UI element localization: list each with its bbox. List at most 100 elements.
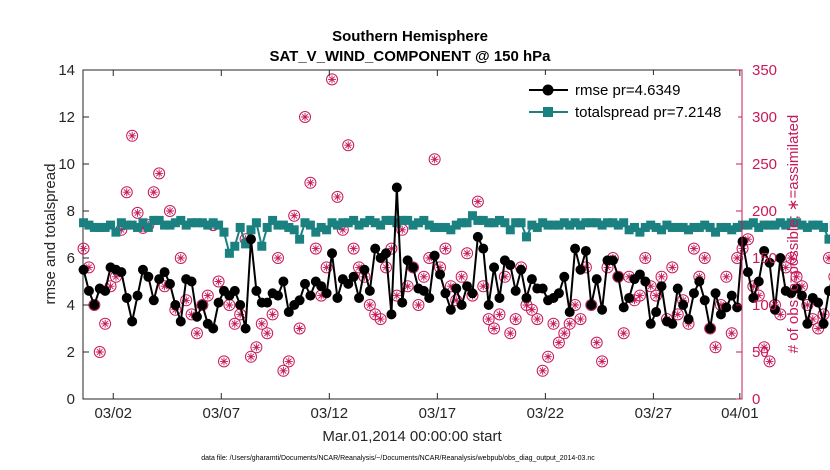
totalspread-point bbox=[370, 218, 380, 228]
obs-possible-marker bbox=[471, 195, 484, 208]
obs-count-point bbox=[217, 355, 230, 368]
obs-count-point bbox=[266, 308, 279, 321]
rmse-point bbox=[262, 297, 273, 308]
obs-possible-marker bbox=[709, 341, 722, 354]
rmse-point bbox=[154, 274, 165, 285]
obs-count-point bbox=[93, 346, 106, 358]
obs-possible-marker bbox=[282, 355, 295, 368]
totalspread-point bbox=[775, 218, 785, 228]
totalspread-point bbox=[462, 218, 472, 228]
obs-count-point bbox=[374, 313, 387, 326]
rmse-point bbox=[191, 311, 202, 322]
legend-spread-label: totalspread pr=7.2148 bbox=[575, 104, 721, 121]
totalspread-point bbox=[824, 234, 830, 244]
rmse-point bbox=[429, 250, 440, 261]
obs-count-point bbox=[293, 322, 306, 335]
obs-possible-marker bbox=[725, 327, 738, 340]
totalspread-point bbox=[651, 222, 661, 232]
totalspread-point bbox=[149, 215, 159, 225]
obs-assimilated-marker bbox=[84, 263, 93, 272]
totalspread-point bbox=[430, 222, 440, 232]
totalspread-point bbox=[673, 222, 683, 232]
obs-assimilated-marker bbox=[657, 272, 666, 281]
obs-assimilated-marker bbox=[382, 263, 391, 272]
obs-possible-marker bbox=[731, 252, 744, 264]
totalspread-point bbox=[770, 220, 780, 230]
obs-possible-marker bbox=[288, 209, 301, 222]
obs-assimilated-marker bbox=[792, 272, 801, 281]
obs-assimilated-marker bbox=[268, 310, 277, 319]
totalspread-point bbox=[635, 227, 645, 237]
obs-assimilated-marker bbox=[182, 296, 191, 305]
totalspread-point bbox=[257, 241, 267, 251]
totalspread-point bbox=[754, 222, 764, 232]
totalspread-point bbox=[246, 225, 256, 235]
obs-count-point bbox=[180, 294, 193, 307]
obs-count-point bbox=[331, 190, 344, 203]
totalspread-point bbox=[559, 218, 569, 228]
rmse-point bbox=[683, 314, 694, 325]
obs-possible-marker bbox=[639, 252, 652, 264]
rmse-point bbox=[672, 283, 683, 294]
obs-possible-marker bbox=[531, 313, 544, 326]
obs-assimilated-marker bbox=[414, 301, 423, 309]
totalspread-point bbox=[565, 220, 575, 230]
rmse-point bbox=[791, 283, 802, 294]
totalspread-point bbox=[467, 211, 477, 221]
rmse-point bbox=[553, 288, 564, 299]
rmse-point bbox=[516, 264, 527, 275]
rmse-point bbox=[116, 267, 127, 278]
rmse-point bbox=[186, 276, 197, 287]
x-axis-label: Mar.01,2014 00:00:00 start bbox=[322, 428, 502, 445]
rmse-point bbox=[240, 323, 251, 334]
obs-count-point bbox=[563, 317, 576, 330]
rmse-point bbox=[175, 316, 186, 327]
obs-assimilated-marker bbox=[538, 366, 547, 375]
obs-assimilated-marker bbox=[246, 352, 255, 361]
rmse-point bbox=[164, 278, 175, 289]
obs-possible-marker bbox=[666, 261, 679, 274]
totalspread-point bbox=[386, 215, 396, 225]
rmse-point bbox=[667, 318, 678, 329]
totalspread-point bbox=[494, 215, 504, 225]
obs-assimilated-marker bbox=[819, 310, 828, 319]
obs-assimilated-marker bbox=[803, 301, 812, 309]
totalspread-point bbox=[349, 215, 359, 225]
obs-count-point bbox=[320, 261, 333, 274]
obs-possible-marker bbox=[326, 73, 339, 86]
rmse-point bbox=[769, 304, 780, 315]
legend-spread-marker bbox=[543, 107, 553, 117]
obs-assimilated-marker bbox=[814, 324, 823, 333]
obs-assimilated-marker bbox=[225, 301, 234, 309]
obs-assimilated-marker bbox=[360, 272, 369, 281]
totalspread-point bbox=[684, 225, 694, 235]
obs-possible-marker bbox=[374, 313, 387, 326]
obs-count-point bbox=[509, 313, 522, 326]
totalspread-point bbox=[721, 222, 731, 232]
obs-assimilated-marker bbox=[592, 338, 601, 347]
obs-count-point bbox=[304, 176, 317, 189]
obs-count-point bbox=[828, 272, 830, 281]
rmse-point bbox=[759, 245, 770, 256]
obs-count-point bbox=[477, 280, 490, 293]
obs-assimilated-marker bbox=[560, 329, 569, 338]
obs-count-point bbox=[482, 313, 495, 326]
obs-assimilated-marker bbox=[673, 310, 682, 319]
totalspread-point bbox=[311, 227, 321, 237]
rmse-point bbox=[235, 300, 246, 310]
rmse-point bbox=[656, 281, 667, 292]
obs-possible-marker bbox=[439, 242, 452, 255]
obs-possible-marker bbox=[417, 270, 430, 283]
totalspread-point bbox=[413, 218, 423, 228]
obs-possible-marker bbox=[93, 346, 106, 358]
obs-possible-marker bbox=[277, 364, 290, 377]
rmse-point bbox=[300, 278, 311, 289]
totalspread-point bbox=[473, 215, 483, 225]
totalspread-point bbox=[116, 218, 126, 228]
obs-possible-marker bbox=[244, 350, 257, 363]
obs-assimilated-marker bbox=[392, 291, 401, 300]
totalspread-point bbox=[95, 222, 105, 232]
obs-count-point bbox=[488, 322, 501, 335]
totalspread-point bbox=[630, 222, 640, 232]
rmse-point bbox=[526, 274, 537, 285]
